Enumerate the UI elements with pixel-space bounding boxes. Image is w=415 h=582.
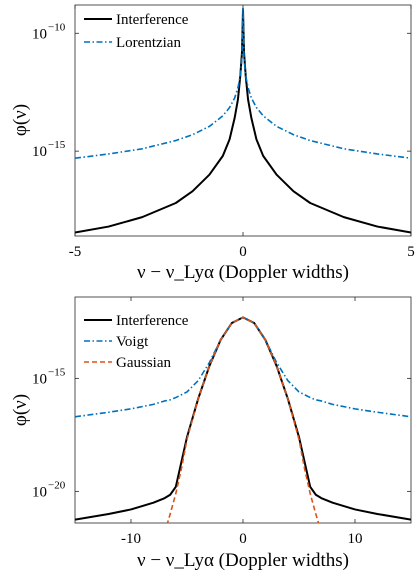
panel-1-y-tick-label: 10 bbox=[32, 26, 47, 42]
panel-1-series-layer bbox=[75, 6, 411, 234]
panel-1-x-axis-label: ν − ν_Lyα (Doppler widths) bbox=[137, 262, 349, 283]
panel-2-legend: Interference Voigt Gaussian bbox=[80, 303, 200, 371]
panel-1-legend-label-1: Interference bbox=[116, 12, 189, 28]
panel-1-x-tick-label: 0 bbox=[239, 244, 247, 260]
panel-2-legend-box bbox=[80, 303, 200, 371]
panel-1-y-tick-exponent: −15 bbox=[48, 139, 66, 151]
panel-2-series-voigt-line bbox=[75, 316, 411, 418]
panel-2-series-layer bbox=[75, 316, 411, 523]
panel-2-y-tick-label: 10 bbox=[32, 484, 47, 500]
panel-1-x-tick-label: 5 bbox=[407, 244, 415, 260]
panel-1-y-axis-label: φ(ν) bbox=[10, 104, 31, 136]
panel-1-y-tick-exponent: −10 bbox=[48, 21, 66, 33]
panel-2-y-tick-exponent: −20 bbox=[48, 479, 66, 491]
panel-2-x-tick-label: 0 bbox=[239, 531, 247, 547]
panel-2-legend-label-3: Gaussian bbox=[116, 355, 171, 371]
panel-2-y-tick-label: 10 bbox=[32, 371, 47, 387]
panel-2-y-tick-exponent: −15 bbox=[48, 366, 66, 378]
panel-1-legend-box bbox=[80, 8, 210, 55]
panel-1-y-tick-label: 10 bbox=[32, 144, 47, 160]
panel-2-x-axis-label: ν − ν_Lyα (Doppler widths) bbox=[137, 550, 349, 571]
panel-1-legend: Interference Lorentzian bbox=[80, 8, 210, 55]
panel-2-x-tick-label: 10 bbox=[348, 531, 363, 547]
panel-2-y-axis-label: φ(ν) bbox=[10, 394, 31, 426]
panel-1-legend-label-2: Lorentzian bbox=[116, 35, 181, 51]
panel-2-series-gaussian-line bbox=[166, 316, 320, 523]
panel-1-series-lorentzian-line bbox=[75, 6, 411, 160]
panel-2-legend-label-1: Interference bbox=[116, 313, 189, 329]
panel-1-x-tick-label: -5 bbox=[69, 244, 82, 260]
panel-2-x-tick-label: -10 bbox=[121, 531, 141, 547]
panel-2-legend-label-2: Voigt bbox=[116, 334, 149, 350]
